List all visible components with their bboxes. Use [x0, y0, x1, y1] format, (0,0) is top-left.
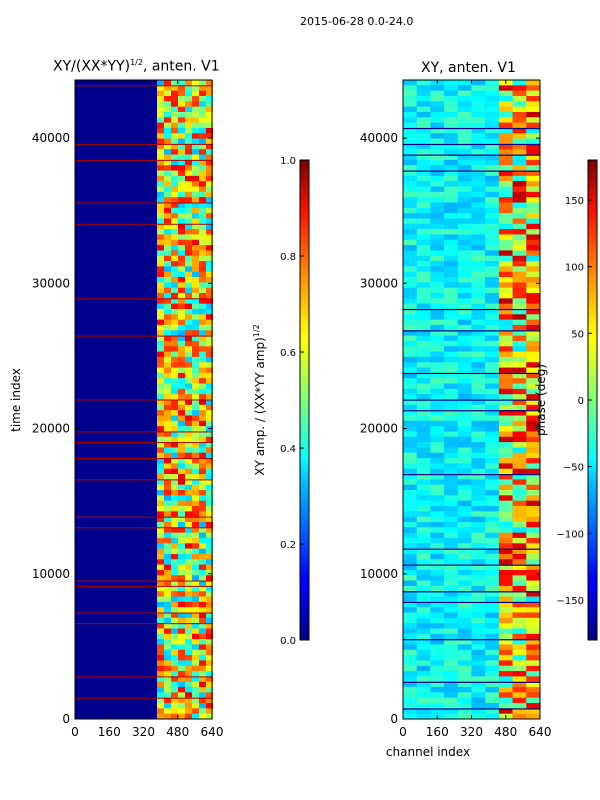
xtick-label: 320 — [132, 725, 155, 739]
cbar-tick-label: −100 — [557, 529, 584, 540]
phase-title: XY, anten. V1 — [421, 60, 516, 76]
phase-xlabel: channel index — [386, 745, 470, 759]
ytick-label: 20000 — [32, 422, 70, 436]
cbar-tick-label: 0.2 — [280, 540, 296, 551]
cbar-tick-label: −150 — [557, 596, 584, 607]
ytick-label: 10000 — [360, 567, 398, 581]
ytick-label: 40000 — [360, 131, 398, 145]
ytick-label: 0 — [62, 712, 70, 726]
ytick-label: 30000 — [32, 276, 70, 290]
cbar-tick-label: 0.4 — [280, 444, 296, 455]
ytick-label: 30000 — [360, 276, 398, 290]
cbar-tick-label: 100 — [565, 263, 584, 274]
cbar-tick-label: −50 — [563, 463, 584, 474]
cbar-tick-label: 0 — [578, 396, 584, 407]
amp-colorbar-ticks: 0.0 0.2 0.4 0.6 0.8 1.0 — [280, 156, 304, 647]
xtick-label: 160 — [426, 725, 449, 739]
cbar-tick-label: 0.6 — [280, 348, 296, 359]
ytick-label: 20000 — [360, 422, 398, 436]
cbar-tick-label: 1.0 — [280, 156, 296, 167]
amp-title: XY/(XX*YY)1/2, anten. V1 — [53, 58, 220, 75]
xtick-label: 640 — [201, 725, 224, 739]
phase-heatmap — [402, 79, 541, 720]
cbar-tick-label: 0.0 — [280, 636, 296, 647]
phase-colorbar-label: phase (deg) — [534, 364, 548, 436]
xtick-label: 0 — [71, 725, 79, 739]
cbar-tick-label: 0.8 — [280, 252, 296, 263]
suptitle: 2015-06-28 0.0-24.0 — [300, 15, 414, 28]
xtick-label: 160 — [98, 725, 121, 739]
amp-ylabel: time index — [9, 368, 23, 432]
xtick-label: 480 — [166, 725, 189, 739]
ytick-label: 0 — [390, 712, 398, 726]
phase-axes: 0 160 320 480 640 0 10000 20000 30000 40000 — [360, 80, 552, 739]
cbar-tick-label: 50 — [571, 329, 584, 340]
xtick-label: 640 — [529, 725, 552, 739]
ytick-label: 40000 — [32, 131, 70, 145]
amp-axes: 0 160 320 480 640 0 10000 20000 30000 40000 — [32, 80, 224, 739]
amp-colorbar — [299, 159, 310, 641]
phase-colorbar-ticks: −150 −100 −50 0 50 100 150 — [557, 196, 592, 607]
xtick-label: 320 — [460, 725, 483, 739]
xtick-label: 0 — [399, 725, 407, 739]
amp-colorbar-label: XY amp. / (XX*YY amp)1/2 — [252, 324, 267, 475]
xtick-label: 480 — [494, 725, 517, 739]
cbar-tick-label: 150 — [565, 196, 584, 207]
ytick-label: 10000 — [32, 567, 70, 581]
amp-heatmap — [74, 79, 213, 720]
